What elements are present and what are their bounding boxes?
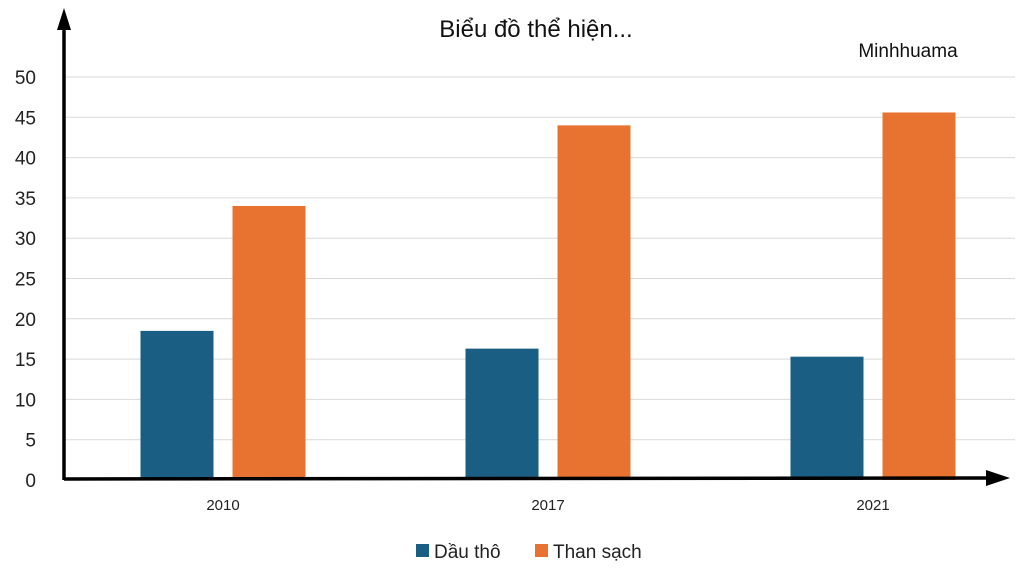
y-axis-ticks: 0 5 10 15 20 25 30 35 40 45 50 (15, 68, 36, 492)
bar-than-sach-2021 (882, 112, 956, 481)
y-tick-label: 15 (15, 350, 36, 371)
y-tick-label: 20 (15, 310, 36, 331)
y-tick-label: 5 (25, 431, 36, 452)
legend: Dầu thô Than sạch (416, 542, 642, 563)
bar-dau-tho-2017 (465, 348, 539, 480)
chart-title: Biểu đồ thể hiện... (439, 16, 632, 43)
bar-than-sach-2017 (557, 125, 631, 481)
x-tick-label: 2021 (856, 497, 889, 514)
y-tick-label: 0 (25, 471, 36, 492)
x-axis (63, 476, 991, 481)
y-tick-label: 50 (15, 68, 36, 89)
y-axis-arrow (57, 8, 71, 30)
y-tick-label: 45 (15, 108, 36, 129)
y-tick-label: 25 (15, 270, 36, 291)
y-tick-label: 30 (15, 229, 36, 250)
bar-than-sach-2010 (232, 205, 306, 480)
bar-dau-tho-2010 (140, 330, 214, 480)
bar-dau-tho-2021 (790, 356, 864, 480)
legend-swatch-dau-tho (416, 544, 429, 557)
x-axis-arrow (986, 470, 1010, 486)
watermark: Minhhuama (858, 41, 958, 62)
y-tick-label: 10 (15, 390, 36, 411)
legend-swatch-than-sach (535, 544, 548, 557)
y-tick-label: 35 (15, 189, 36, 210)
legend-label-dau-tho: Dầu thô (434, 542, 501, 563)
bars (140, 112, 956, 481)
x-axis-ticks: 2010 2017 2021 (206, 497, 889, 514)
gridlines (64, 76, 1015, 441)
y-tick-label: 40 (15, 149, 36, 170)
x-tick-label: 2010 (206, 497, 239, 514)
x-tick-label: 2017 (531, 497, 564, 514)
legend-label-than-sach: Than sạch (553, 542, 642, 563)
